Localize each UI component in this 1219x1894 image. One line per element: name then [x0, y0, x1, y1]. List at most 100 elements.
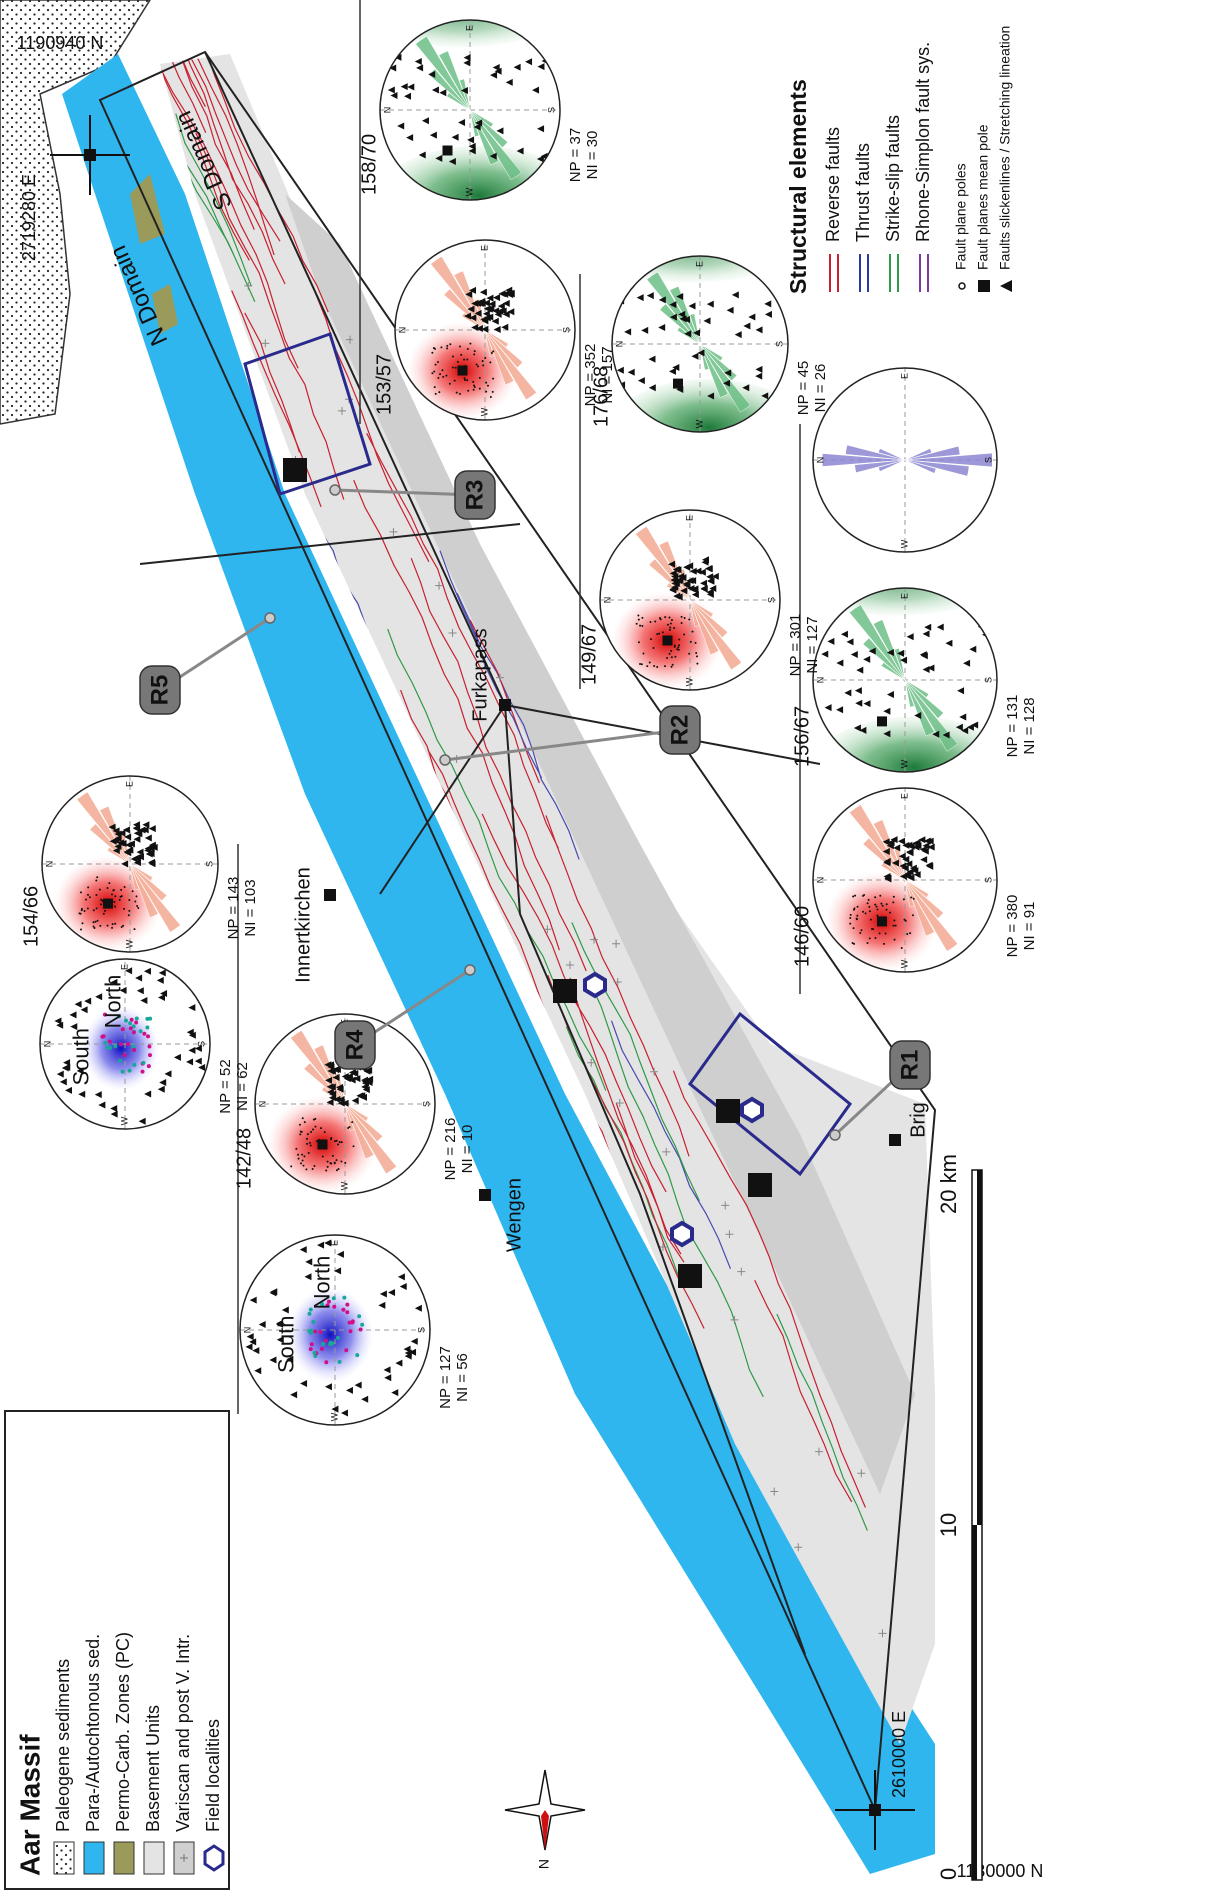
pole-marker: [431, 372, 433, 374]
pole-marker: [664, 665, 666, 667]
pole-marker: [318, 1330, 322, 1334]
stereonet: NESW146/60NP = 380NI = 91: [791, 788, 1038, 972]
pole-marker: [327, 1166, 329, 1168]
cluster-label: South: [68, 1028, 93, 1086]
pole-marker: [482, 360, 484, 362]
pole-marker: [126, 1042, 130, 1046]
site-label: e: [679, 1270, 701, 1281]
legend-item: Fault planes mean pole: [975, 124, 991, 270]
pole-marker: [870, 919, 872, 921]
pole-marker: [351, 1121, 353, 1123]
pole-marker: [81, 922, 83, 924]
pole-marker: [353, 1145, 355, 1147]
legend-item: Reverse faults: [823, 127, 843, 242]
pole-marker: [472, 381, 474, 383]
stereonet-attitude: 142/48: [233, 1128, 255, 1189]
stereonet-np: NP = 352: [582, 344, 599, 407]
place-label: Wengen: [503, 1178, 525, 1252]
compass-north: N: [536, 1859, 552, 1869]
pole-marker: [295, 1148, 297, 1150]
pole-marker: [104, 910, 106, 912]
place-label: Brig: [907, 1102, 929, 1138]
direction-label: W: [899, 759, 909, 768]
stereonet-ni: NI = 91: [1021, 902, 1038, 951]
stereonet-attitude: 153/57: [373, 354, 395, 415]
pole-marker: [122, 925, 124, 927]
mean-pole: [318, 1140, 328, 1150]
pole-marker: [854, 895, 856, 897]
legend-swatch: [54, 1842, 74, 1874]
pole-marker: [360, 1323, 364, 1327]
pole-marker: [439, 373, 441, 375]
pole-marker: [492, 391, 494, 393]
direction-label: W: [124, 939, 134, 948]
legend-item: Para-/Autochtonous sed.: [83, 1634, 103, 1832]
pole-marker: [290, 1165, 292, 1167]
stereonet-attitude: 154/66: [20, 886, 42, 947]
pole-marker: [322, 1155, 324, 1157]
pole-marker: [114, 906, 116, 908]
pole-marker: [95, 879, 97, 881]
pole-marker: [671, 619, 673, 621]
coordinate-label: 1190940 N: [17, 33, 104, 53]
pole-marker: [128, 1069, 132, 1073]
pole-marker: [446, 347, 448, 349]
pole-marker: [649, 662, 651, 664]
legend-item: Field localities: [203, 1719, 223, 1832]
pole-marker: [473, 353, 475, 355]
pole-marker: [145, 1017, 149, 1021]
pole-marker: [487, 385, 489, 387]
pole-marker: [304, 1121, 306, 1123]
pole-marker: [433, 370, 435, 372]
pole-marker: [93, 909, 95, 911]
pole-marker: [355, 1353, 359, 1357]
pole-marker: [336, 1169, 338, 1171]
pole-marker: [341, 1308, 345, 1312]
legend-item: Permo-Carb. Zones (PC): [113, 1632, 133, 1832]
pole-marker: [909, 932, 911, 934]
pole-marker: [688, 653, 690, 655]
direction-label: N: [815, 457, 825, 464]
pole-marker: [469, 343, 471, 345]
pole-marker: [886, 903, 888, 905]
pole-marker: [305, 1168, 307, 1170]
direction-label: N: [614, 341, 624, 348]
pole-marker: [320, 1127, 322, 1129]
pole-marker: [452, 355, 454, 357]
pole-marker: [103, 913, 105, 915]
pole-marker: [690, 641, 692, 643]
pole-marker: [308, 1152, 310, 1154]
pole-marker: [100, 903, 102, 905]
pole-marker: [673, 627, 675, 629]
pole-marker: [111, 927, 113, 929]
figure: Aar Massif Structural elements Paleogene…: [0, 0, 1219, 1894]
pole-marker: [441, 369, 443, 371]
lineation-marker: [773, 393, 780, 400]
direction-label: S: [421, 1101, 431, 1107]
pole-marker: [670, 650, 672, 652]
direction-label: E: [899, 593, 909, 599]
pole-marker: [123, 908, 125, 910]
legend-item: Basement Units: [143, 1705, 163, 1832]
pole-marker: [299, 1124, 301, 1126]
pole-marker: [641, 617, 643, 619]
scale-label: 20 km: [936, 1154, 961, 1214]
legend-swatch: [144, 1842, 164, 1874]
pole-marker: [80, 891, 82, 893]
pole-marker: [107, 925, 109, 927]
region-point: [465, 965, 475, 975]
structural-legend-title: Structural elements: [785, 79, 811, 294]
pole-marker: [876, 906, 878, 908]
pole-marker: [672, 664, 674, 666]
cluster-label: North: [309, 1256, 334, 1310]
stereonet-ni: NI = 157: [599, 346, 616, 403]
stereonet: NESW: [813, 368, 997, 552]
pole-marker: [96, 876, 98, 878]
pole-marker: [85, 899, 87, 901]
pole-marker: [313, 1165, 315, 1167]
pole-marker: [874, 896, 876, 898]
pole-marker: [681, 622, 683, 624]
pole-marker: [327, 1161, 329, 1163]
pole-marker: [872, 928, 874, 930]
pole-marker: [879, 932, 881, 934]
